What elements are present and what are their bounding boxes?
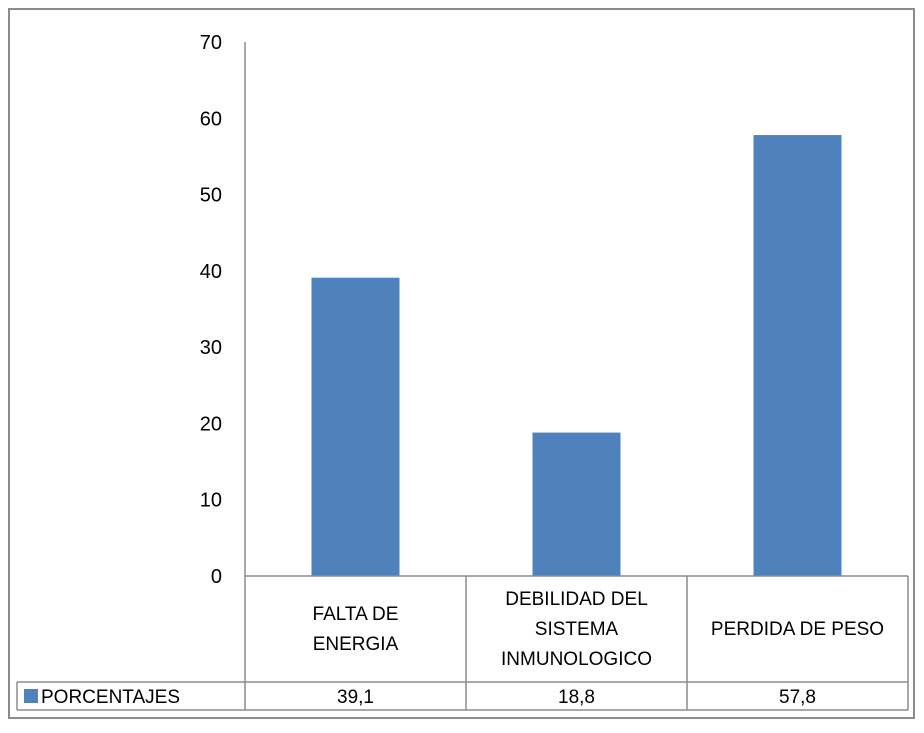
y-tick-label-10: 10: [200, 490, 222, 512]
y-tick-label-70: 70: [200, 32, 222, 54]
y-tick-label-20: 20: [200, 413, 222, 435]
data-table-value-2: 57,8: [779, 687, 816, 708]
y-tick-label-40: 40: [200, 261, 222, 283]
legend-label: PORCENTAJES: [41, 687, 180, 708]
x-category-label-1: DEBILIDAD DEL SISTEMA INMUNOLOGICO: [501, 589, 652, 670]
data-table-value-0: 39,1: [337, 687, 374, 708]
legend-swatch: [24, 689, 38, 703]
x-category-label-2: PERDIDA DE PESO: [711, 619, 884, 640]
bar-2: [753, 135, 842, 576]
x-category-label-0: FALTA DE ENERGIA: [313, 604, 399, 655]
y-tick-label-60: 60: [200, 108, 222, 130]
bar-1: [532, 432, 621, 576]
data-table-value-1: 18,8: [558, 687, 595, 708]
y-tick-label-0: 0: [211, 566, 222, 588]
bar-0: [311, 277, 400, 576]
y-tick-label-50: 50: [200, 185, 222, 207]
y-tick-label-30: 30: [200, 337, 222, 359]
